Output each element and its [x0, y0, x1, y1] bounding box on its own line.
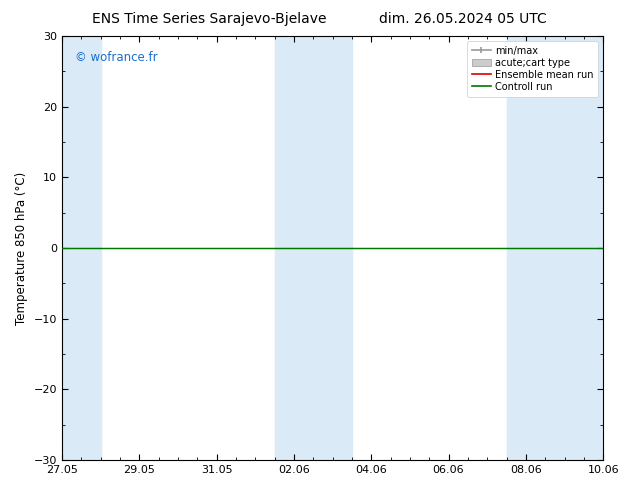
Text: © wofrance.fr: © wofrance.fr — [75, 51, 158, 64]
Bar — [62, 36, 101, 460]
Text: ENS Time Series Sarajevo-Bjelave: ENS Time Series Sarajevo-Bjelave — [92, 12, 327, 26]
Bar — [275, 36, 313, 460]
Bar — [313, 36, 352, 460]
Bar — [545, 36, 603, 460]
Text: dim. 26.05.2024 05 UTC: dim. 26.05.2024 05 UTC — [379, 12, 547, 26]
Legend: min/max, acute;cart type, Ensemble mean run, Controll run: min/max, acute;cart type, Ensemble mean … — [467, 41, 598, 97]
Bar — [507, 36, 545, 460]
Y-axis label: Temperature 850 hPa (°C): Temperature 850 hPa (°C) — [15, 172, 28, 325]
